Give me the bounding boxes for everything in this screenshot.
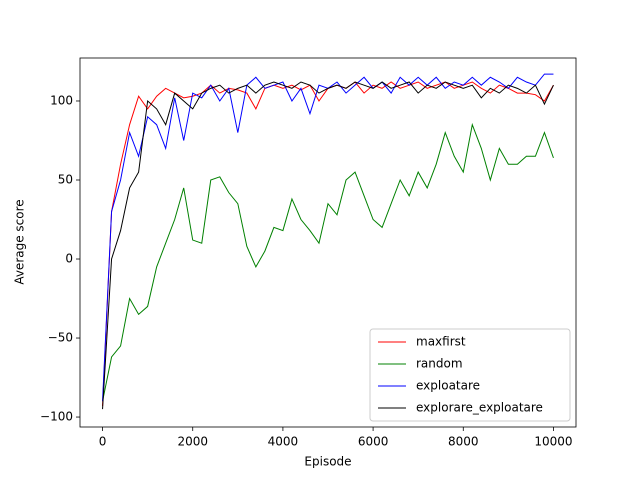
y-tick-label: 50 xyxy=(58,172,73,186)
legend-box xyxy=(369,328,571,422)
line-series xyxy=(102,81,554,410)
y-axis-label: Average score xyxy=(13,199,27,284)
y-tick-label: 0 xyxy=(65,252,73,266)
line-series xyxy=(102,122,554,402)
legend-label: explorare_exploatare xyxy=(416,401,543,415)
legend-label: maxfirst xyxy=(416,335,466,349)
y-tick-label: −100 xyxy=(40,410,73,424)
x-tick-label: 6000 xyxy=(358,435,389,449)
y-tick-label: 100 xyxy=(50,93,73,107)
legend-label: random xyxy=(416,357,463,371)
x-tick-label: 10000 xyxy=(534,435,572,449)
x-tick-label: 2000 xyxy=(177,435,208,449)
x-tick-label: 8000 xyxy=(448,435,479,449)
y-tick-label: −50 xyxy=(48,331,73,345)
x-tick-label: 0 xyxy=(99,435,107,449)
x-tick-label: 4000 xyxy=(268,435,299,449)
plot-frame xyxy=(79,57,577,428)
legend-label: exploatare xyxy=(416,379,480,393)
x-axis-label: Episode xyxy=(304,455,351,469)
